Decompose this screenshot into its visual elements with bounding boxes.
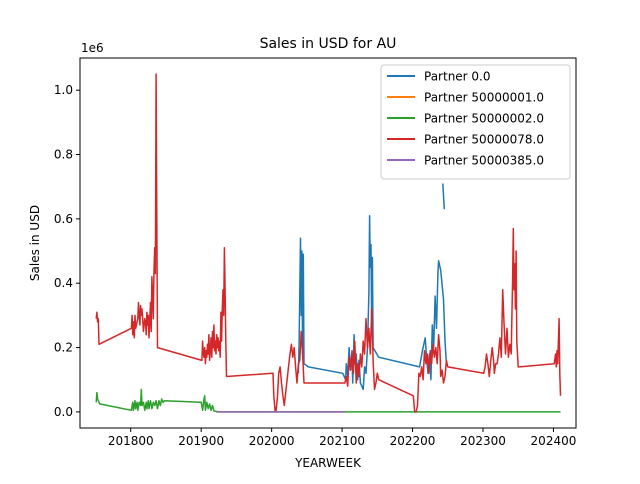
y-tick-label: 0.4 xyxy=(54,276,73,290)
y-tick-label: 0.0 xyxy=(54,405,73,419)
y-tick-label: 0.8 xyxy=(54,148,73,162)
plot-lines xyxy=(95,73,562,413)
legend-label: Partner 50000002.0 xyxy=(424,112,544,126)
y-axis-ticks: 0.0 0.2 0.4 0.6 0.8 1.0 xyxy=(54,83,80,419)
y-tick-label: 0.2 xyxy=(54,341,73,355)
x-axis-ticks: 201800 201900 202000 202100 202200 202300 2024… xyxy=(108,428,577,448)
legend-box xyxy=(380,64,571,180)
y-axis-offset-label: 1e6 xyxy=(81,41,104,55)
y-axis-label: Sales in USD xyxy=(28,205,42,281)
y-tick-label: 1.0 xyxy=(54,83,73,97)
series-line-3-0 xyxy=(95,73,562,413)
chart-title: Sales in USD for AU xyxy=(260,36,397,52)
y-tick-label: 0.6 xyxy=(54,212,73,226)
x-tick-label: 202000 xyxy=(249,434,295,448)
legend-label: Partner 50000385.0 xyxy=(424,154,544,168)
axes-frame xyxy=(79,57,577,429)
x-tick-label: 202200 xyxy=(390,434,436,448)
series-line-0-0 xyxy=(297,214,448,391)
x-axis-label: YEARWEEK xyxy=(294,456,362,470)
x-tick-label: 202400 xyxy=(531,434,577,448)
legend-label: Partner 50000001.0 xyxy=(424,91,544,105)
legend-label: Partner 50000078.0 xyxy=(424,133,544,147)
x-tick-label: 202300 xyxy=(460,434,506,448)
legend: Partner 0.0 Partner 50000001.0 Partner 500… xyxy=(380,64,571,180)
x-tick-label: 201900 xyxy=(178,434,224,448)
legend-label: Partner 0.0 xyxy=(424,70,491,84)
x-tick-label: 202100 xyxy=(319,434,365,448)
x-tick-label: 201800 xyxy=(108,434,154,448)
series-line-2-0 xyxy=(95,388,561,413)
series-line-0-1 xyxy=(442,183,446,210)
